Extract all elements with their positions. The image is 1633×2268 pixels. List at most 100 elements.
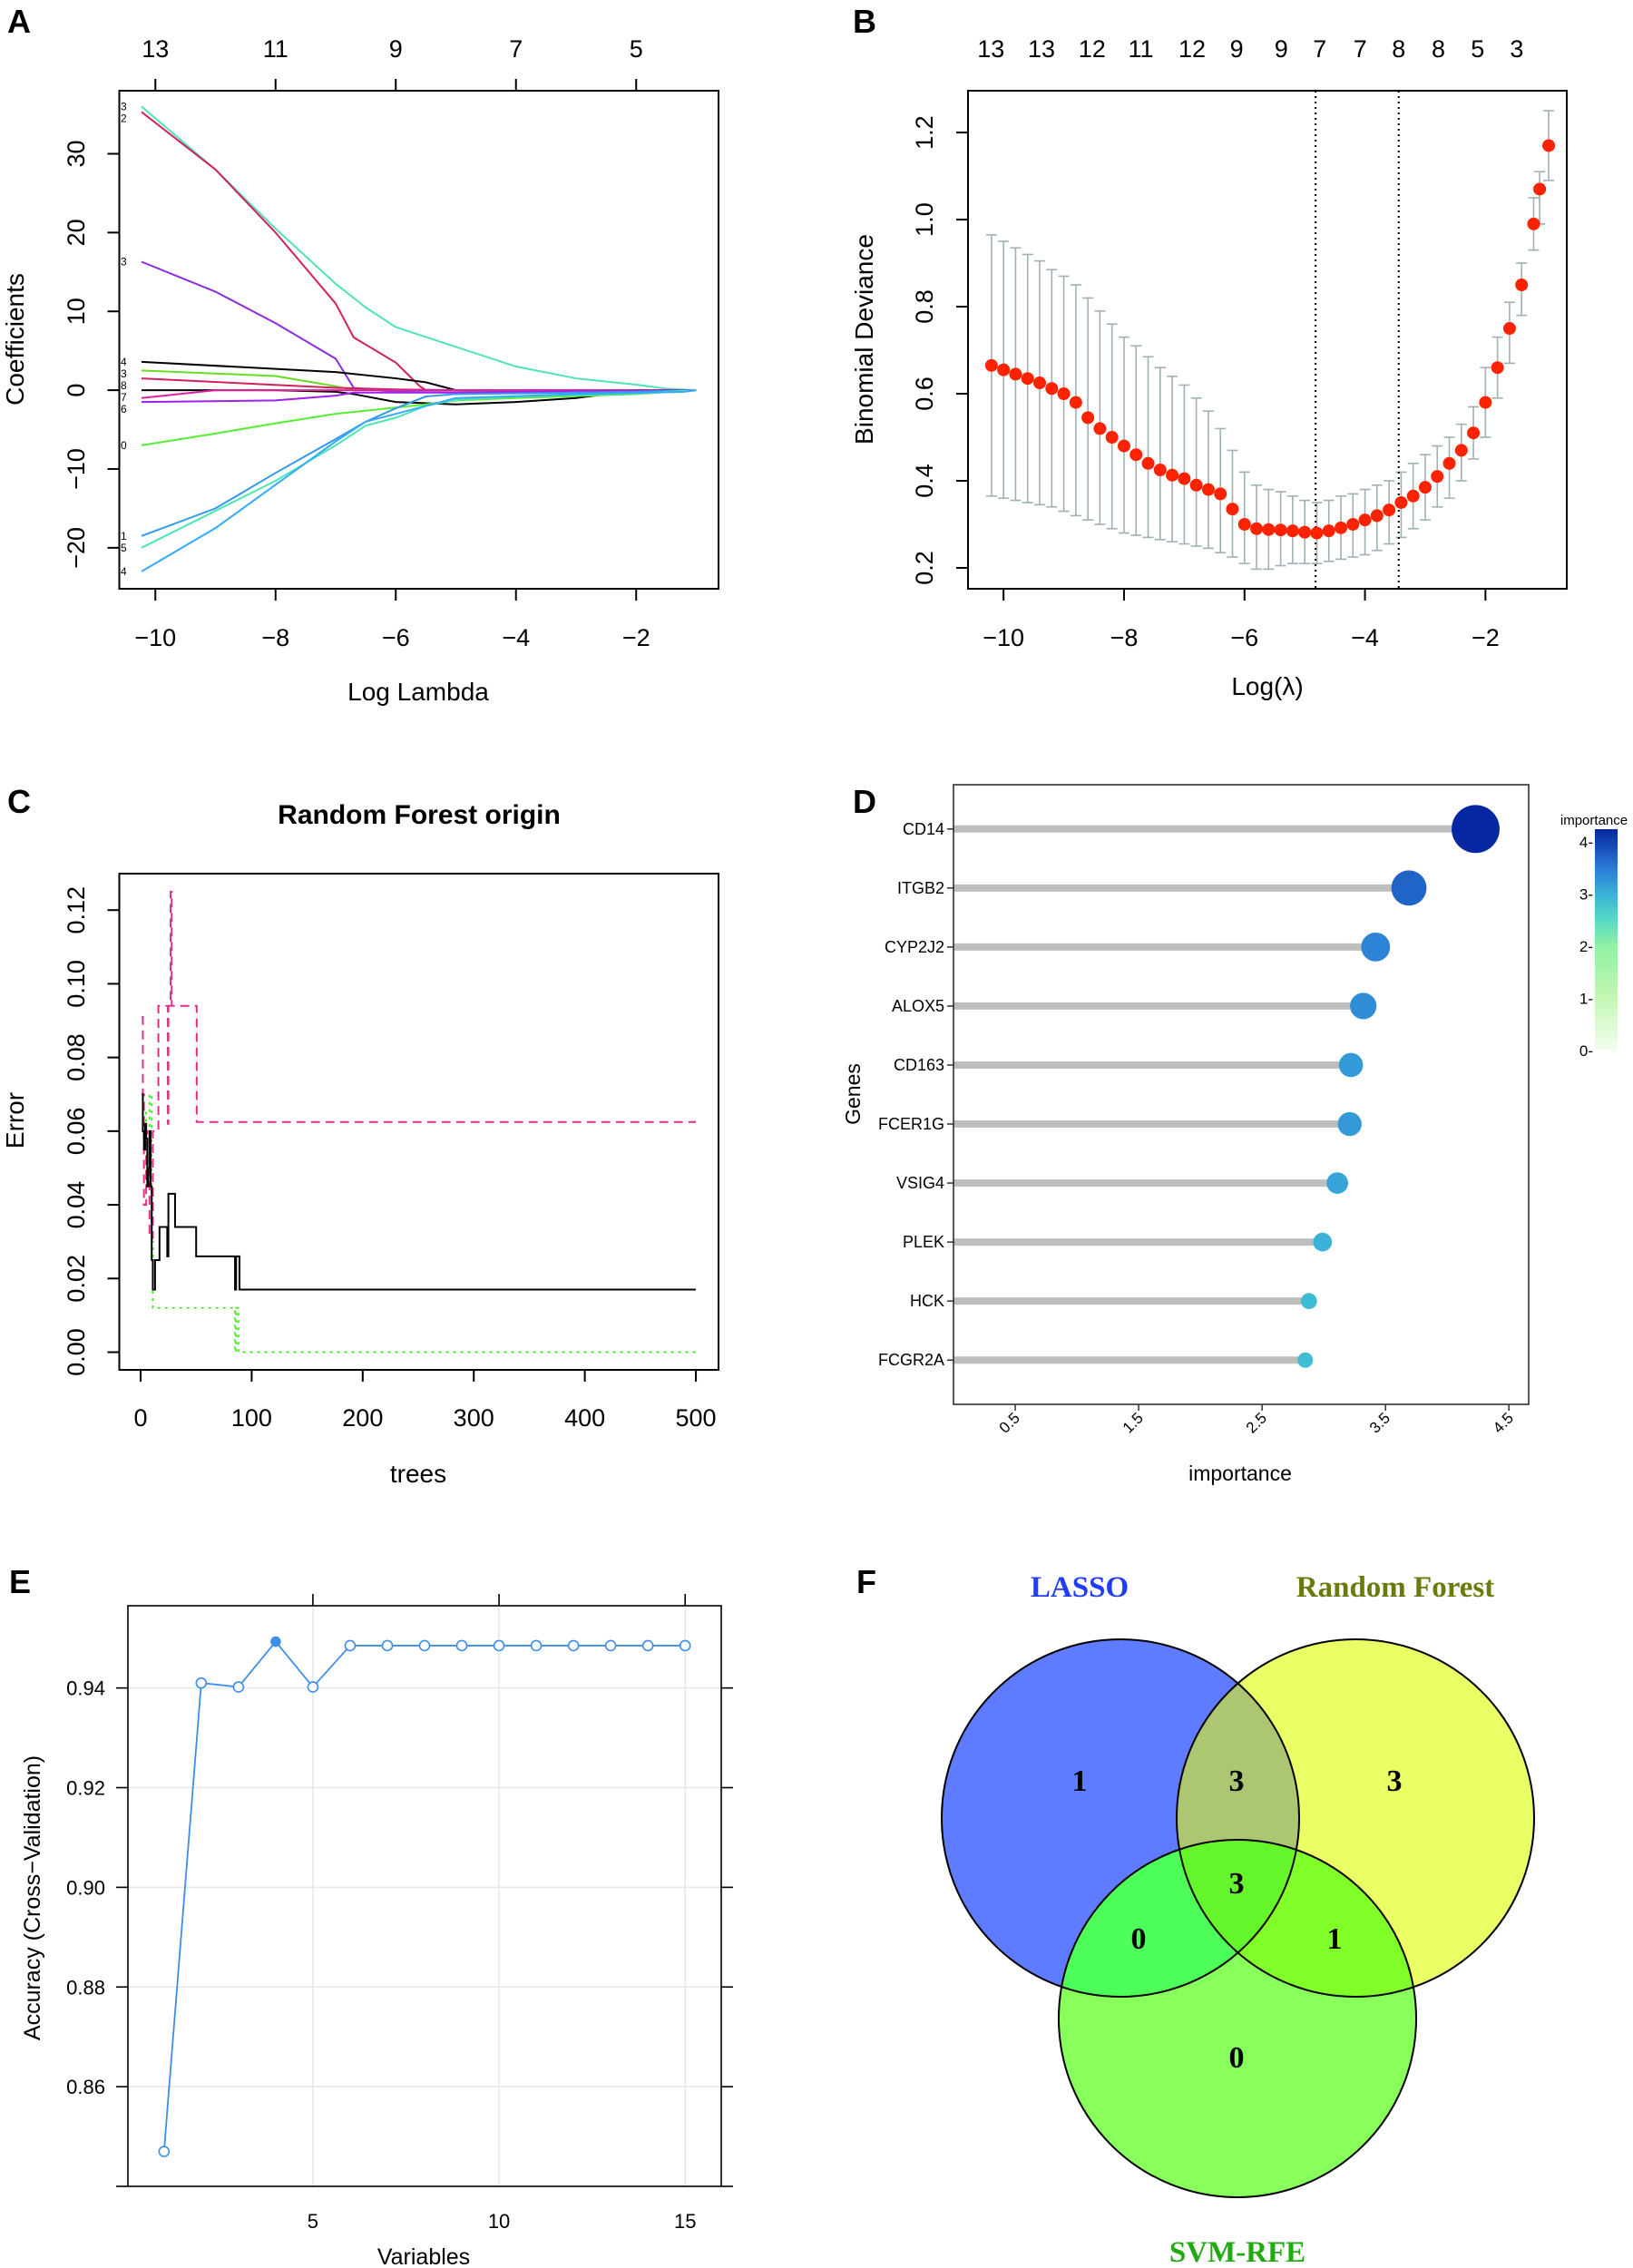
random-forest-error-plot: Random Forest origin trees Error 0 100 200… (1, 800, 719, 1488)
y-tick-label: 30 (63, 140, 90, 167)
deviance-point (1442, 456, 1456, 470)
lasso-coefficient-plot: Log Lambda Coefficients 323438760154−10−… (1, 35, 719, 706)
deviance-point (1502, 322, 1516, 336)
accuracy-point (195, 1677, 208, 1689)
y-tick-label: 0.08 (63, 1033, 90, 1081)
panel-label-e: E (9, 1563, 31, 1600)
top-tick-label: 5 (630, 35, 643, 63)
deviance-point (1141, 456, 1155, 470)
x-tick-label: −4 (1351, 624, 1379, 651)
deviance-point (1370, 509, 1384, 523)
gene-label: CD14 (903, 820, 944, 838)
accuracy-point (604, 1639, 617, 1652)
x-tick-label: −8 (1110, 624, 1139, 651)
colorbar-tick-label: 4- (1579, 834, 1593, 851)
plot-frame (118, 90, 719, 590)
accuracy-point (418, 1639, 431, 1652)
deviance-point (1286, 524, 1299, 538)
top-tick-label: 3 (1510, 35, 1523, 63)
path-label: 3 (121, 367, 127, 380)
lollipop-point (1452, 805, 1500, 854)
path-label: 0 (121, 439, 127, 452)
lollipop-point (1300, 1293, 1317, 1310)
plot-frame (127, 1605, 722, 2187)
region-count: 0 (1131, 1922, 1147, 1956)
deviance-point (1081, 411, 1095, 425)
region-count: 1 (1327, 1922, 1343, 1956)
x-tick-label: −4 (502, 624, 530, 651)
gene-label: VSIG4 (896, 1174, 944, 1192)
top-tick-label: 5 (1471, 35, 1484, 63)
lollipop-point (1297, 1352, 1314, 1368)
top-tick-label: 13 (977, 35, 1004, 63)
accuracy-point (381, 1639, 394, 1652)
deviance-point (1129, 448, 1143, 462)
path-label: 4 (121, 356, 127, 368)
gene-label: CYP2J2 (885, 938, 944, 956)
deviance-point (1033, 376, 1047, 390)
region-count: 3 (1229, 1867, 1245, 1901)
venn-regions (941, 1638, 1535, 2198)
panel-label-c: C (7, 783, 31, 820)
plot-frame (953, 784, 1530, 1405)
deviance-point (1189, 478, 1203, 492)
gene-importance-lollipop-plot: importance Genes importance CD14 ITGB2 CYP… (841, 784, 1628, 1485)
set-random-forest-outline (1176, 1638, 1535, 1998)
x-tick-label: 0.5 (996, 1409, 1023, 1436)
path-label: 3 (121, 100, 127, 112)
set-label-random-forest: Random Forest (1296, 1571, 1494, 1604)
colorbar (1595, 829, 1618, 1051)
path-label: 8 (121, 379, 127, 392)
x-tick-label: −6 (1230, 624, 1258, 651)
region-count: 3 (1229, 1765, 1245, 1798)
x-tick-label: 3.5 (1366, 1409, 1393, 1436)
top-tick-label: 9 (1230, 35, 1244, 63)
x-tick-label: −10 (134, 624, 176, 651)
set-svm-rfe-outline (1058, 1839, 1417, 2198)
x-tick-label: −8 (261, 624, 289, 651)
gene-label: FCGR2A (878, 1351, 944, 1369)
accuracy-point (530, 1639, 543, 1652)
deviance-point (1431, 470, 1444, 484)
deviance-point (1274, 523, 1287, 537)
y-tick-label: 20 (63, 219, 90, 246)
deviance-point (1117, 439, 1130, 453)
y-tick-label: 0.04 (63, 1181, 90, 1229)
accuracy-point (641, 1639, 654, 1652)
top-tick-label: 7 (1354, 35, 1367, 63)
legend-title: importance (1560, 813, 1628, 828)
deviance-point (1479, 396, 1492, 409)
svm-rfe-accuracy-plot: Variables Accuracy (Cross−Validation) 5 1… (20, 1594, 733, 2268)
gene-label: PLEK (903, 1233, 944, 1251)
top-tick-label: 13 (142, 35, 169, 63)
y-axis-title: Error (1, 1092, 29, 1149)
deviance-point (1533, 182, 1547, 196)
plot-frame (118, 873, 719, 1371)
y-tick-label: 0.4 (911, 464, 938, 498)
deviance-point (1322, 524, 1335, 538)
set-label-svm-rfe: SVM-RFE (1169, 2236, 1305, 2268)
x-tick-label: 0 (133, 1404, 147, 1432)
x-tick-label: 5 (308, 2210, 318, 2233)
x-tick-label: −6 (382, 624, 410, 651)
deviance-point (1346, 517, 1360, 531)
x-tick-label: 10 (488, 2210, 510, 2233)
top-tick-label: 7 (509, 35, 523, 63)
y-tick-label: 0.90 (66, 1876, 105, 1899)
panel-label-d: D (853, 783, 876, 820)
deviance-point (1467, 426, 1481, 440)
error-series-dashed (142, 890, 697, 1239)
top-tick-label: 7 (1313, 35, 1326, 63)
lollipop-point (1361, 932, 1391, 962)
path-label: 2 (121, 112, 127, 124)
accuracy-line (162, 1640, 686, 2152)
top-tick-label: 13 (1028, 35, 1055, 63)
coefficient-path (141, 389, 697, 572)
x-axis-title: Log Lambda (347, 678, 489, 706)
gene-label: ALOX5 (892, 997, 944, 1015)
accuracy-point (567, 1639, 580, 1652)
x-tick-label: 500 (675, 1404, 716, 1432)
deviance-point (1069, 396, 1082, 409)
accuracy-point (158, 2146, 171, 2157)
